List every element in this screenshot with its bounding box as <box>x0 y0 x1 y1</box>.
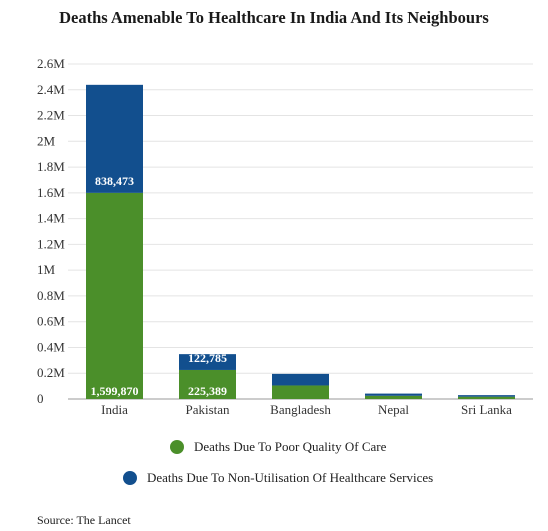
bar-sri-lanka-series-1 <box>458 395 515 397</box>
bar-india-series-0 <box>86 192 143 399</box>
bar-pakistan-series-1 <box>179 354 236 370</box>
legend-item-non-utilisation[interactable]: Deaths Due To Non-Utilisation Of Healthc… <box>123 470 433 486</box>
legend-item-poor-quality[interactable]: Deaths Due To Poor Quality Of Care <box>170 439 386 455</box>
legend-swatch-green <box>170 440 184 454</box>
data-label: 1,599,870 <box>91 384 139 398</box>
data-label: 122,785 <box>188 351 227 365</box>
legend-label: Deaths Due To Non-Utilisation Of Healthc… <box>147 470 434 485</box>
legend-swatch-blue <box>123 471 137 485</box>
y-tick-label: 0.4M <box>37 339 65 354</box>
x-tick-label: Sri Lanka <box>461 402 512 417</box>
x-tick-label: India <box>101 402 128 417</box>
y-tick-label: 0.6M <box>37 314 65 329</box>
bar-bangladesh-series-0 <box>272 385 329 399</box>
y-tick-label: 0 <box>37 391 44 406</box>
x-tick-label: Bangladesh <box>270 402 331 417</box>
bar-india-series-1 <box>86 84 143 193</box>
x-tick-label: Nepal <box>378 402 409 417</box>
legend-label: Deaths Due To Poor Quality Of Care <box>194 439 387 454</box>
y-tick-label: 1.8M <box>37 159 65 174</box>
bar-chart: 0 0.2M 0.4M 0.6M 0.8M 1M 1.2M 1.4M 1.6M 1.8M 2M 2.2… <box>37 56 533 417</box>
y-tick-label: 2.4M <box>37 82 65 97</box>
y-tick-label: 1.2M <box>37 236 65 251</box>
bar-pakistan-series-0 <box>179 369 236 399</box>
y-tick-label: 1.6M <box>37 185 65 200</box>
y-tick-label: 0.2M <box>37 365 65 380</box>
bar-bangladesh-series-1 <box>272 373 329 386</box>
bar-sri-lanka-series-0 <box>458 396 515 399</box>
x-tick-label: Pakistan <box>185 402 230 417</box>
data-label: 225,389 <box>188 384 227 398</box>
data-label: 838,473 <box>95 174 134 188</box>
chart-title: Deaths Amenable To Healthcare In India A… <box>59 8 489 27</box>
y-tick-label: 1.4M <box>37 211 65 226</box>
source-note: Source: The Lancet <box>37 513 131 527</box>
y-tick-label: 2M <box>37 133 56 148</box>
y-tick-label: 0.8M <box>37 288 65 303</box>
y-tick-label: 2.2M <box>37 108 65 123</box>
bar-nepal-series-1 <box>365 393 422 396</box>
y-tick-label: 2.6M <box>37 56 65 71</box>
bar-nepal-series-0 <box>365 395 422 399</box>
y-tick-label: 1M <box>37 262 56 277</box>
